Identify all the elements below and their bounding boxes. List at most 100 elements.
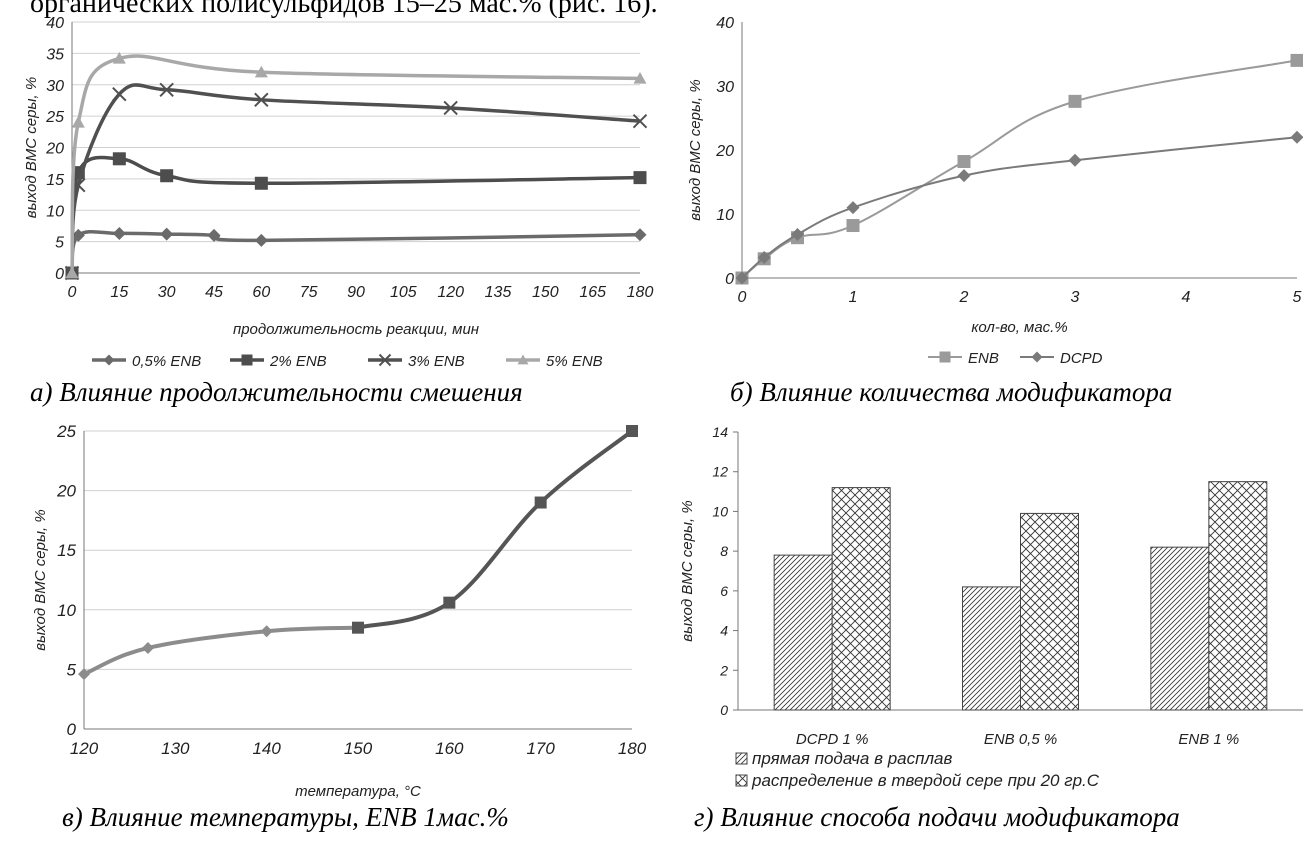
page-text-fragment: органических полисульфидов 15–25 мас.% (… (30, 0, 658, 19)
y-tick-label: 2 (719, 662, 728, 678)
y-tick-label: 20 (45, 141, 64, 158)
data-point (254, 233, 268, 247)
x-tick-label: 75 (300, 284, 318, 301)
x-tick-label: 1 (849, 289, 858, 306)
legend-label: DCPD (1060, 350, 1103, 367)
y-tick-label: 25 (45, 109, 64, 126)
y-tick-label: 10 (57, 601, 76, 620)
x-tick-label: 150 (344, 739, 373, 758)
data-point (254, 176, 268, 190)
x-tick-label: 180 (627, 284, 654, 301)
series-line (70, 155, 641, 274)
data-point (846, 219, 860, 233)
x-tick-label: 120 (437, 284, 464, 301)
chart-feed-method: 0 2 4 6 8 10 12 14 DCPD 1 % ENB 0,5 % ENB 1 % выход… (679, 424, 1303, 790)
y-tick-label: 12 (712, 464, 728, 480)
data-point (78, 668, 90, 681)
x-tick-label: 120 (70, 739, 99, 758)
y-tick-label: 0 (720, 702, 728, 718)
series-line (741, 59, 1298, 279)
x-tick-label: 5 (1293, 289, 1302, 306)
chart-temperature: 0 5 10 15 20 25 120 130 140 150 160 170 180 выход ВМС… (32, 422, 647, 800)
data-point (112, 226, 126, 240)
y-axis-label: выход ВМС серы, % (687, 79, 704, 220)
x-tick-label: 130 (161, 739, 190, 758)
data-point (159, 82, 174, 97)
data-point (957, 169, 971, 183)
legend-marker (1031, 351, 1043, 363)
y-axis-label: выход ВМС серы, % (679, 500, 696, 641)
legend-marker (378, 353, 392, 367)
series-line (741, 136, 1298, 279)
data-point (633, 171, 647, 185)
data-point (71, 228, 85, 242)
data-point (626, 425, 638, 437)
x-tick-label: 0 (68, 284, 77, 301)
y-tick-label: 14 (712, 424, 728, 440)
y-tick-label: 20 (56, 482, 76, 501)
data-point (957, 155, 971, 169)
data-point (71, 115, 85, 128)
x-tick-label: 0 (738, 289, 747, 306)
y-tick-label: 30 (46, 78, 64, 95)
data-point (1290, 53, 1303, 67)
legend-label: распределение в твердой сере при 20 гр.С (751, 771, 1100, 790)
caption-b: б) Влияние количества модификатора (730, 377, 1173, 407)
legend-label: 0,5% ENB (132, 353, 201, 370)
x-tick-label: 180 (618, 739, 647, 758)
series-line (70, 54, 641, 274)
caption-c: в) Влияние температуры, ENB 1мас.% (62, 802, 509, 832)
data-point (757, 251, 771, 265)
y-tick-label: 35 (46, 46, 64, 63)
y-tick-label: 15 (57, 541, 76, 560)
data-point (254, 65, 268, 78)
data-point (141, 641, 154, 654)
x-axis-label: температура, °C (295, 783, 421, 800)
y-tick-label: 4 (720, 623, 728, 639)
bar (831, 487, 891, 711)
legend-label: ENB (968, 350, 999, 367)
data-point (633, 71, 647, 84)
data-point (632, 113, 648, 129)
y-tick-label: 0 (725, 271, 734, 288)
category-label: ENB 1 % (1178, 731, 1239, 748)
data-point (160, 169, 174, 183)
chart-mixing-duration: 0 5 10 15 20 25 30 35 40 0 15 30 45 60 75 90 105 120 135 15… (23, 15, 653, 370)
data-point (1068, 153, 1082, 167)
y-tick-label: 8 (720, 543, 728, 559)
bar (1150, 546, 1210, 711)
x-tick-label: 150 (532, 284, 559, 301)
legend-swatch (735, 752, 748, 765)
x-tick-label: 3 (1071, 289, 1080, 306)
data-point (1068, 94, 1082, 108)
x-tick-label: 15 (110, 284, 128, 301)
legend-marker (241, 354, 253, 366)
series-line (83, 625, 359, 677)
x-tick-label: 2 (959, 289, 969, 306)
x-tick-label: 90 (347, 284, 365, 301)
x-tick-label: 30 (158, 284, 176, 301)
y-tick-label: 15 (46, 172, 64, 189)
data-point (443, 596, 456, 609)
y-tick-label: 0 (67, 720, 77, 739)
x-tick-label: 4 (1182, 289, 1191, 306)
data-point (735, 271, 749, 285)
bar (1208, 481, 1268, 711)
y-tick-label: 20 (715, 143, 734, 160)
y-axis-label: выход ВМС серы, % (23, 77, 40, 218)
category-label: DCPD 1 % (796, 731, 869, 748)
legend-label: 5% ENB (546, 353, 603, 370)
y-tick-label: 10 (712, 503, 728, 519)
y-tick-label: 10 (46, 203, 64, 220)
y-tick-label: 10 (716, 207, 734, 224)
y-tick-label: 40 (46, 15, 64, 32)
data-point (160, 227, 174, 241)
data-point (791, 227, 804, 241)
data-point (534, 496, 547, 509)
y-tick-label: 6 (720, 583, 728, 599)
y-tick-label: 5 (55, 235, 64, 252)
legend-label: прямая подача в расплав (752, 749, 953, 768)
x-axis-label: продолжительность реакции, мин (233, 321, 479, 338)
data-point (633, 228, 647, 242)
